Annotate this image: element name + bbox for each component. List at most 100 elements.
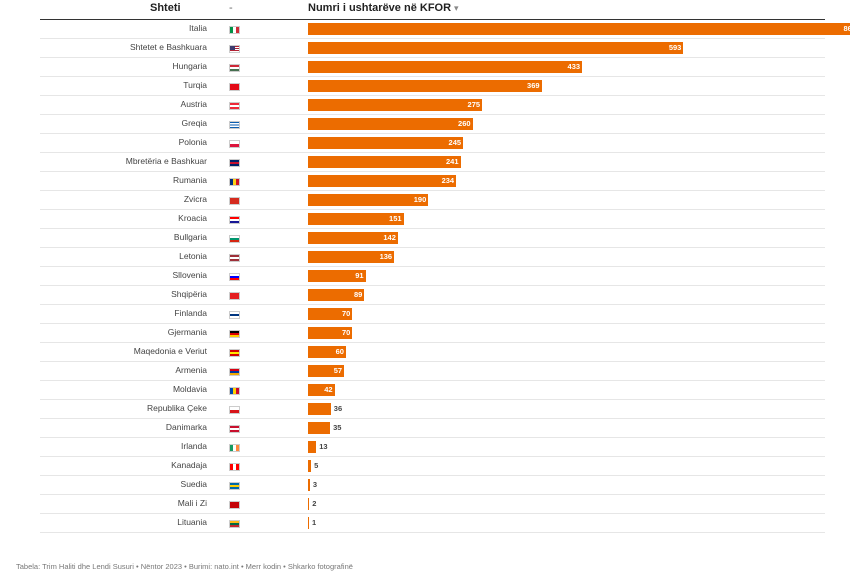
flag-icon (229, 178, 240, 186)
column-header-flag[interactable]: - (229, 2, 233, 14)
bar-value-label: 70 (341, 309, 351, 318)
flag-icon (229, 520, 240, 528)
header-rule (40, 19, 825, 20)
bar (308, 384, 335, 396)
country-label: Greqia (181, 118, 207, 128)
flag-icon (229, 482, 240, 490)
bar-value-label: 190 (413, 195, 427, 204)
table-row: Irlanda 13 (40, 438, 825, 457)
bar-value-label: 1 (312, 518, 317, 527)
country-label: Finlanda (174, 308, 207, 318)
bar (308, 156, 461, 168)
bar-value-label: 35 (333, 423, 342, 432)
bar (308, 213, 404, 225)
flag-icon (229, 425, 240, 433)
bar-value-label: 42 (324, 385, 333, 394)
country-label: Mbretëria e Bashkuar (125, 156, 207, 166)
flag-icon (229, 64, 240, 72)
flag-icon (229, 26, 240, 34)
bar-value-label: 57 (333, 366, 343, 375)
bar-value-label: 142 (383, 233, 396, 242)
flag-canton (230, 46, 235, 50)
table-row: Italia 869 (40, 20, 850, 39)
flag-icon (229, 197, 240, 205)
table-row: Republika Çeke 36 (40, 400, 825, 419)
bar (308, 289, 365, 301)
country-label: Bullgaria (173, 232, 207, 242)
country-label: Kroacia (178, 213, 207, 223)
flag-icon (229, 235, 240, 243)
table-row: Armenia 57 (40, 362, 825, 381)
country-label: Rumania (172, 175, 207, 185)
flag-icon (229, 330, 240, 338)
flag-icon (229, 159, 240, 167)
bar (308, 23, 850, 35)
flag-icon (229, 273, 240, 281)
column-header-country[interactable]: Shteti (150, 2, 181, 14)
bar (308, 422, 331, 434)
table-row: Shqipëria 89 (40, 286, 825, 305)
country-label: Danimarka (165, 422, 207, 432)
bar (308, 441, 317, 453)
country-label: Lituania (177, 517, 207, 527)
sort-arrow-icon[interactable]: ▾ (454, 3, 459, 13)
flag-icon (229, 83, 240, 91)
bar-value-label: 234 (441, 176, 455, 185)
bar (308, 327, 353, 339)
table-row: Austria 275 (40, 96, 825, 115)
bar (308, 118, 473, 130)
country-label: Letonia (179, 251, 207, 261)
bar (308, 175, 457, 187)
flag-icon (229, 368, 240, 376)
table-row: Bullgaria 142 (40, 229, 825, 248)
flag-icon (229, 216, 240, 224)
country-label: Zvicra (183, 194, 207, 204)
flag-icon (229, 292, 240, 300)
bar (308, 517, 309, 529)
bar-value-label: 2 (312, 499, 317, 508)
bar-value-label: 433 (567, 62, 581, 71)
bar-value-label: 89 (353, 290, 363, 299)
bar (308, 479, 310, 491)
flag-icon (229, 45, 240, 53)
flag-icon (229, 102, 240, 110)
table-row: Moldavia 42 (40, 381, 825, 400)
flag-icon (229, 387, 240, 395)
table-row: Rumania 234 (40, 172, 825, 191)
table-row: Mbretëria e Bashkuar 241 (40, 153, 825, 172)
bar-value-label: 275 (467, 100, 481, 109)
bar-value-label: 369 (527, 81, 540, 90)
bar (308, 365, 345, 377)
table-row: Hungaria 433 (40, 58, 825, 77)
country-label: Polonia (178, 137, 207, 147)
bar (308, 498, 310, 510)
bar-value-label: 13 (319, 442, 328, 451)
table-row: Danimarka 35 (40, 419, 825, 438)
bar-value-label: 70 (341, 328, 351, 337)
country-label: Shtetet e Bashkuara (129, 42, 207, 52)
bar-value-label: 91 (355, 271, 364, 280)
table-row: Gjermania 70 (40, 324, 825, 343)
bar (308, 251, 395, 263)
country-label: Sllovenia (172, 270, 208, 280)
flag-icon (229, 140, 240, 148)
country-label: Suedia (180, 479, 207, 489)
country-label: Mali i Zi (177, 498, 207, 508)
bar-value-label: 60 (335, 347, 344, 356)
flag-icon (229, 311, 240, 319)
country-label: Moldavia (172, 384, 207, 394)
bar-value-label: 869 (843, 24, 850, 33)
country-label: Irlanda (181, 441, 207, 451)
column-header-value[interactable]: Numri i ushtarëve në KFOR ▾ (308, 2, 459, 18)
table-row: Turqia 369 (40, 77, 825, 96)
table-row: Kanadaja 5 (40, 457, 825, 476)
bar (308, 80, 542, 92)
bar (308, 270, 366, 282)
bar-value-label: 5 (314, 461, 319, 470)
country-label: Hungaria (172, 61, 208, 71)
bar-value-label: 260 (458, 119, 471, 128)
column-header-value-label: Numri i ushtarëve në KFOR (308, 2, 452, 14)
country-label: Italia (189, 23, 207, 33)
bar (308, 232, 398, 244)
flag-icon (229, 349, 240, 357)
